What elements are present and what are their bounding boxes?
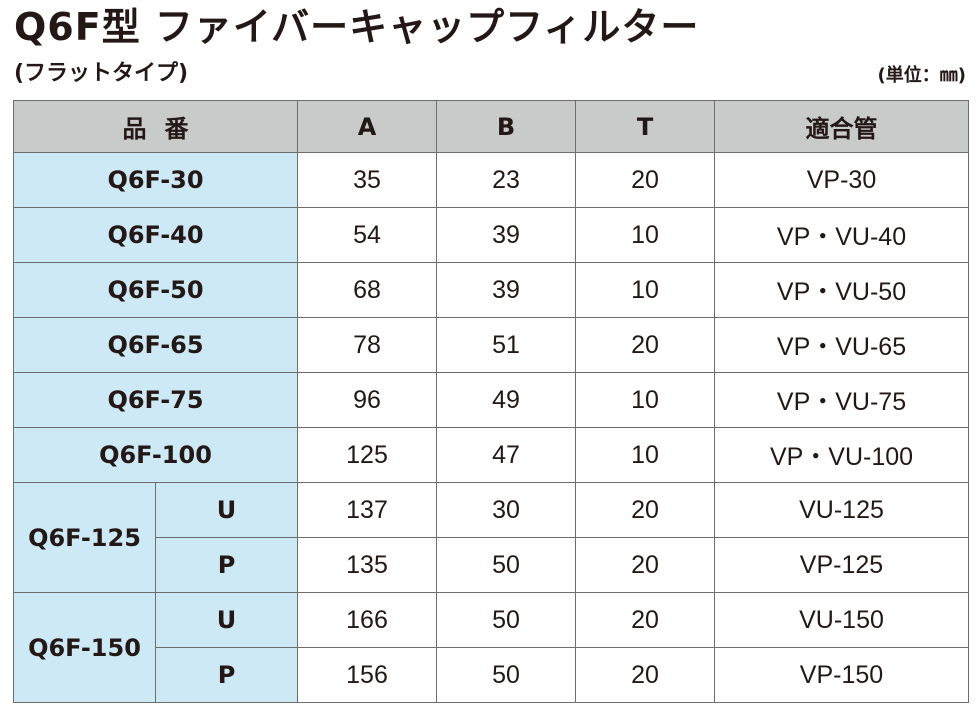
model-cell: Q6F-40 [13,207,298,263]
pipe-cell: VU-125 [714,482,969,538]
spec-table: 品番 A B T 適合管 Q6F-30 35 23 20 VP-30 Q6F-4… [13,100,969,703]
table-header-row: 品番 A B T 適合管 [13,100,969,153]
model-cell: Q6F-100 [13,427,298,483]
t-cell: 10 [575,427,715,483]
model-cell: Q6F-30 [13,152,298,208]
table-row: Q6F-75 96 49 10 VP・VU-75 [13,372,969,428]
table-row: P 156 50 20 VP-150 [14,647,969,703]
table-row: Q6F-100 125 47 10 VP・VU-100 [13,427,969,483]
pipe-cell: VP・VU-65 [714,317,969,373]
t-cell: 20 [575,592,715,648]
t-cell: 10 [575,207,715,263]
variant-type-cell: U [155,482,298,538]
t-cell: 10 [575,262,715,318]
b-cell: 39 [436,262,576,318]
header-b: B [436,100,576,153]
variant-type-cell: U [155,592,298,648]
model-cell: Q6F-50 [13,262,298,318]
pipe-cell: VP-150 [714,647,969,703]
table-row: Q6F-125 U 137 30 20 VU-125 [13,482,969,593]
pipe-cell: VP・VU-50 [714,262,969,318]
unit-label: (単位：㎜) [877,65,966,86]
pipe-cell: VP-30 [714,152,969,208]
pipe-cell: VP・VU-40 [714,207,969,263]
page-subtitle: (フラットタイプ) [14,61,189,86]
a-cell: 156 [297,647,437,703]
table-row: P 135 50 20 VP-125 [14,537,969,593]
a-cell: 137 [297,482,437,538]
b-cell: 51 [436,317,576,373]
table-row: Q6F-150 U 166 50 20 VU-150 [13,592,969,703]
variant-type-cell: P [155,647,298,703]
pipe-cell: VP・VU-100 [714,427,969,483]
header-pipe: 適合管 [714,100,969,153]
a-cell: 54 [297,207,437,263]
t-cell: 20 [575,537,715,593]
variant-type-cell: P [155,537,298,593]
b-cell: 50 [436,592,576,648]
b-cell: 50 [436,537,576,593]
table-row: Q6F-65 78 51 20 VP・VU-65 [13,317,969,373]
a-cell: 125 [297,427,437,483]
t-cell: 10 [575,372,715,428]
header-part-no: 品番 [13,100,298,153]
a-cell: 68 [297,262,437,318]
model-cell: Q6F-75 [13,372,298,428]
header-t: T [575,100,715,153]
pipe-cell: VU-150 [714,592,969,648]
pipe-cell: VP・VU-75 [714,372,969,428]
a-cell: 78 [297,317,437,373]
b-cell: 47 [436,427,576,483]
model-group-cell: Q6F-125 [13,482,156,593]
page-title: Q6F型 ファイバーキャップフィルター [14,5,700,49]
b-cell: 50 [436,647,576,703]
table-row: Q6F-40 54 39 10 VP・VU-40 [13,207,969,263]
t-cell: 20 [575,647,715,703]
table-row: Q6F-30 35 23 20 VP-30 [13,152,969,208]
pipe-cell: VP-125 [714,537,969,593]
model-group-cell: Q6F-150 [13,592,156,703]
b-cell: 23 [436,152,576,208]
a-cell: 96 [297,372,437,428]
header-a: A [297,100,437,153]
model-cell: Q6F-65 [13,317,298,373]
a-cell: 166 [297,592,437,648]
b-cell: 49 [436,372,576,428]
table-row: Q6F-50 68 39 10 VP・VU-50 [13,262,969,318]
a-cell: 35 [297,152,437,208]
b-cell: 39 [436,207,576,263]
t-cell: 20 [575,152,715,208]
t-cell: 20 [575,482,715,538]
t-cell: 20 [575,317,715,373]
a-cell: 135 [297,537,437,593]
b-cell: 30 [436,482,576,538]
